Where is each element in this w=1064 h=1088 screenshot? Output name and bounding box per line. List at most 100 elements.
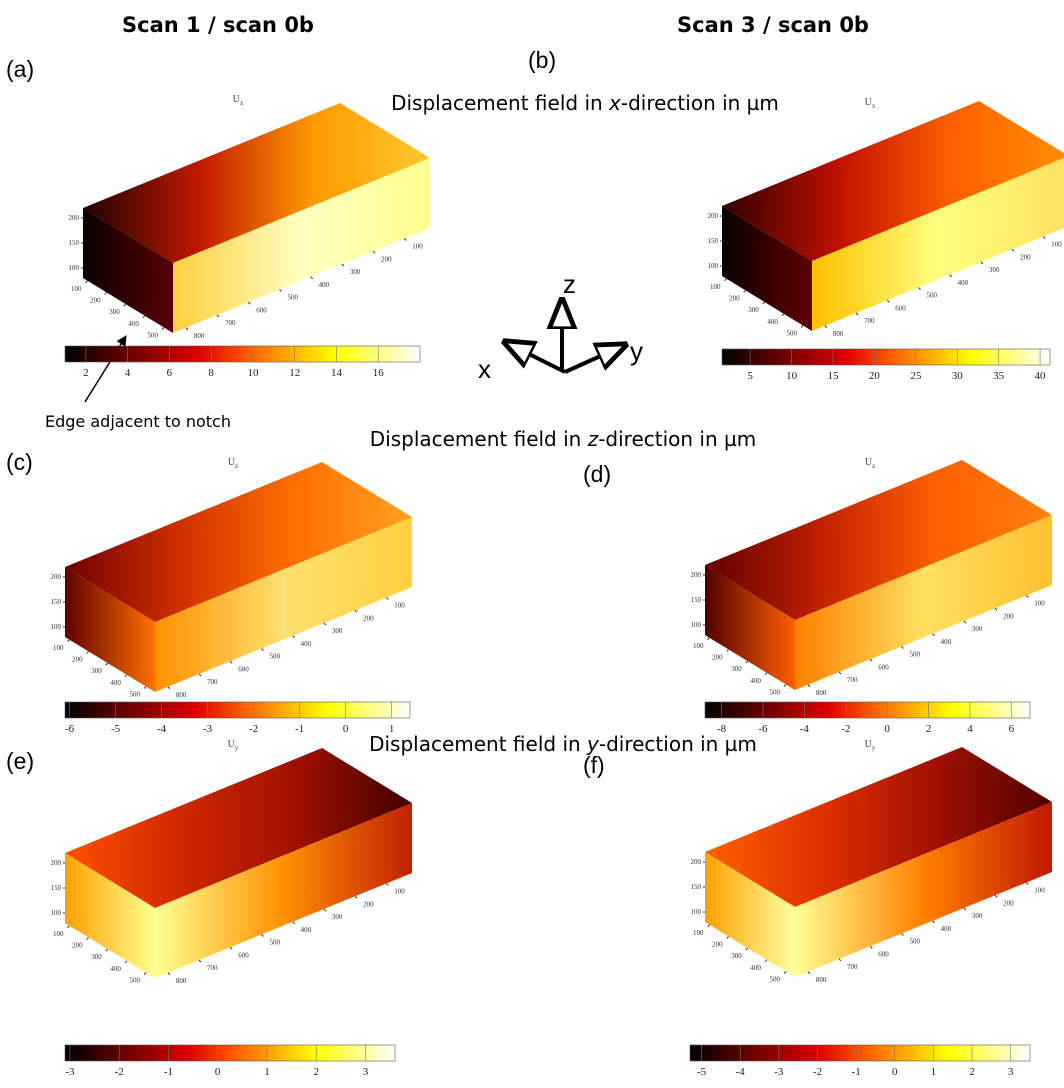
colorbar-tick-label: 14 (331, 367, 343, 379)
box-tick-label: 100 (691, 621, 702, 629)
colorbar-tick-label: -3 (774, 1066, 784, 1078)
box-tick-label: 300 (91, 667, 102, 675)
box-left (722, 206, 812, 331)
box-tick-label: 100 (1034, 887, 1045, 895)
colorbar-tick-label: 10 (786, 370, 798, 382)
box-tick-label: 200 (51, 573, 62, 581)
colorbar-tick-label: 8 (208, 367, 214, 379)
panel: (f) Uy 100 150 200 100 200 300 400 500 100 200 300 40… (583, 739, 1052, 1078)
box-tick (403, 238, 407, 241)
colorbar-tick-label: 2 (969, 1066, 975, 1078)
colorbar-tick-label: -3 (203, 723, 213, 735)
box-tick (824, 325, 828, 329)
colorbar-tick-label: -4 (736, 1066, 746, 1078)
box-tick-label: 800 (176, 977, 187, 985)
colorbar-tick-label: 5 (747, 370, 753, 382)
box-tick-label: 400 (958, 279, 969, 287)
title-symbol: U (233, 94, 241, 105)
box-tick-label: 200 (72, 941, 83, 949)
box-tick-label: 600 (878, 950, 889, 958)
box-tick-label: 200 (691, 571, 702, 579)
box-tick-label: 300 (350, 268, 361, 276)
box-tick (142, 315, 146, 319)
box-tick (807, 971, 811, 975)
box-right (155, 803, 412, 978)
box-tick-label: 200 (712, 940, 723, 948)
box-tick-label: 150 (708, 237, 719, 245)
colorbar-tick-label: -1 (164, 1066, 173, 1078)
box-tick (279, 289, 282, 292)
colorbar (64, 1044, 396, 1062)
box-tick (124, 960, 128, 964)
box-tick-label: 100 (51, 623, 62, 631)
box-tick (800, 325, 804, 328)
box-tick (855, 312, 859, 316)
box-tick (783, 971, 787, 974)
box-tick (105, 948, 109, 952)
box-tick (918, 287, 921, 290)
box-tick-label: 800 (176, 691, 187, 699)
colorbar-tick-label: -5 (697, 1066, 707, 1078)
box-tick (901, 646, 904, 649)
panel-title: Ux (233, 94, 244, 107)
row-title-part: Displacement field in (391, 91, 609, 115)
box-tick-label: 100 (710, 283, 721, 291)
box-tick (807, 684, 811, 688)
box-tick (67, 925, 70, 929)
box-tick-label: 400 (110, 965, 121, 973)
box-tick (994, 894, 998, 898)
box-tick-label: 100 (693, 642, 704, 650)
box-tick-label: 100 (53, 644, 64, 652)
box-tick (123, 303, 127, 307)
panel: (e) Uy 100 150 200 100 200 300 400 500 100 200 300 40… (6, 739, 412, 1078)
box-tick (323, 622, 327, 626)
colorbar-tick-label: -1 (852, 1066, 861, 1078)
colorbar-tick-label: 3 (363, 1066, 369, 1078)
box-tick-label: 400 (750, 964, 761, 972)
box-tick (932, 633, 936, 637)
box-tick-label: 100 (394, 888, 405, 896)
colorbar-tick-label: -8 (717, 723, 727, 735)
colorbar-tick-label: 1 (264, 1066, 270, 1078)
colorbar (704, 701, 1031, 719)
box-tick-label: 300 (972, 625, 983, 633)
box-tick-label: 600 (238, 951, 249, 959)
box-tick (198, 673, 202, 677)
box-tick-label: 300 (989, 266, 1000, 274)
box-tick-label: 200 (363, 614, 374, 622)
box-tick-label: 200 (1003, 899, 1014, 907)
box-tick-label: 700 (207, 964, 218, 972)
colorbar-tick-label: 25 (910, 370, 922, 382)
box-tick (949, 274, 953, 278)
box-tick-label: 400 (110, 679, 121, 687)
colorbar-tick-label: 6 (167, 367, 173, 379)
box-tick (216, 314, 220, 318)
box-tick-label: 300 (731, 665, 742, 673)
box-tick-label: 100 (691, 908, 702, 916)
box-tick-label: 600 (238, 665, 249, 673)
colorbar-tick-label: 0 (884, 723, 890, 735)
box-tick (838, 671, 842, 675)
panel-title: Uy (865, 739, 876, 752)
box-tick-label: 600 (895, 304, 906, 312)
box-tick-label: 300 (109, 308, 120, 316)
box-tick (385, 883, 389, 886)
box-tick-label: 100 (53, 930, 64, 938)
box-tick (198, 959, 202, 963)
colorbar-tick-label: 0 (215, 1066, 221, 1078)
box-tick (994, 607, 998, 611)
box-tick (354, 609, 358, 613)
title-subscript: y (872, 744, 876, 752)
box-tick-label: 150 (691, 883, 702, 891)
box-tick-label: 400 (301, 640, 312, 648)
box-left (65, 853, 155, 978)
row-title-part: -direction in µm (599, 732, 757, 756)
box-left (65, 567, 155, 692)
box-tick-label: 100 (69, 264, 80, 272)
box-tick-label: 200 (90, 296, 101, 304)
title-subscript: z (235, 462, 238, 470)
box-tick-label: 300 (332, 627, 343, 635)
axis-label: x (478, 354, 491, 384)
box-tick (707, 924, 710, 928)
colorbar-tick-label: 4 (967, 723, 973, 735)
